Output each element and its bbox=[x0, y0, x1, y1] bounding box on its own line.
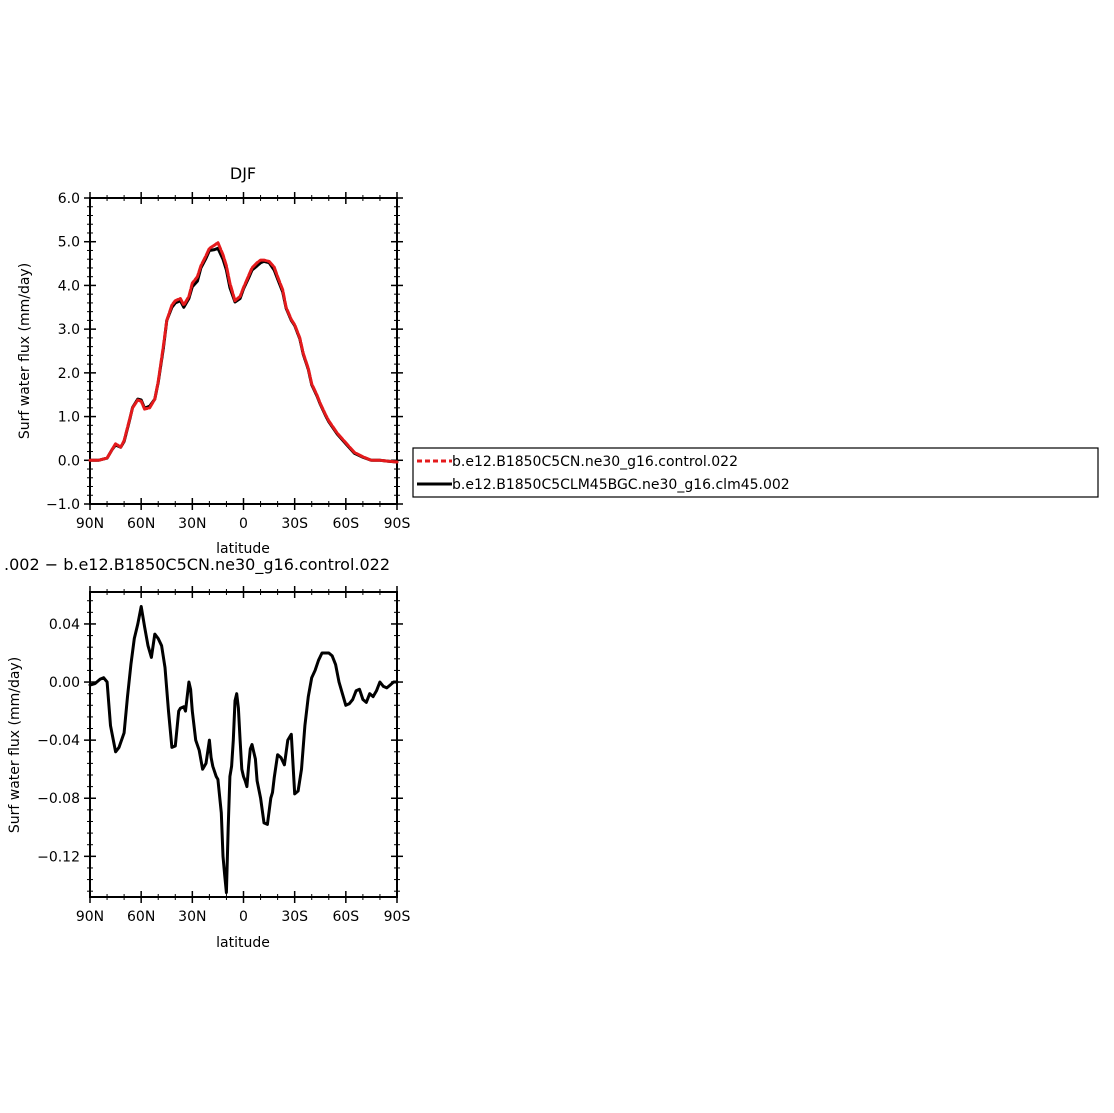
series-line-0-0 bbox=[88, 241, 399, 464]
legend-box bbox=[412, 447, 1099, 498]
y-tick-label: 2.0 bbox=[58, 366, 80, 382]
y-tick-label: 6.0 bbox=[58, 191, 80, 207]
bottom-x-axis-title: latitude bbox=[216, 935, 270, 951]
y-tick-label: −0.12 bbox=[37, 849, 80, 865]
y-tick-label: 0.00 bbox=[49, 675, 80, 691]
x-tick-label: 30N bbox=[178, 516, 206, 532]
x-tick-label: 60S bbox=[332, 516, 359, 532]
bottom-title: .002 − b.e12.B1850C5CN.ne30_g16.control.… bbox=[4, 555, 390, 575]
series-line-1-0 bbox=[88, 605, 399, 895]
x-tick-label: 60N bbox=[127, 909, 155, 925]
x-tick-label: 90N bbox=[76, 909, 104, 925]
bottom-x-ticks: 90N 60N 30N 0 30S 60S 90S bbox=[76, 586, 411, 925]
y-tick-label: 3.0 bbox=[58, 322, 80, 338]
y-tick-label: 4.0 bbox=[58, 278, 80, 294]
legend: b.e12.B1850C5CN.ne30_g16.control.022 b.e… bbox=[412, 447, 1099, 498]
x-tick-label: 90S bbox=[384, 516, 411, 532]
legend-entry-clm45: b.e12.B1850C5CLM45BGC.ne30_g16.clm45.002 bbox=[452, 477, 790, 493]
y-tick-label: 1.0 bbox=[58, 410, 80, 426]
x-tick-label: 30S bbox=[281, 909, 308, 925]
bottom-panel: .002 − b.e12.B1850C5CN.ne30_g16.control.… bbox=[4, 555, 410, 951]
y-tick-label: −0.04 bbox=[37, 733, 80, 749]
top-x-axis-title: latitude bbox=[216, 541, 270, 557]
legend-entry-control: b.e12.B1850C5CN.ne30_g16.control.022 bbox=[452, 454, 738, 470]
top-x-ticks: 90N 60N 30N 0 30S 60S 90S bbox=[76, 192, 411, 532]
series-line-0-1 bbox=[88, 246, 399, 464]
y-tick-label: −0.08 bbox=[37, 791, 80, 807]
bottom-y-ticks: 0.04 0.00 −0.04 −0.08 −0.12 bbox=[37, 600, 403, 892]
x-tick-label: 0 bbox=[239, 516, 248, 532]
bottom-y-axis-title: Surf water flux (mm/day) bbox=[7, 657, 23, 833]
y-tick-label: 5.0 bbox=[58, 235, 80, 251]
top-panel: DJF −1.0 0.0 1.0 2.0 3.0 4.0 5.0 6.0 90N 60N 30N 0… bbox=[17, 164, 410, 557]
x-tick-label: 60N bbox=[127, 516, 155, 532]
x-tick-label: 90N bbox=[76, 516, 104, 532]
bottom-plot-frame bbox=[89, 591, 398, 898]
x-tick-label: 30N bbox=[178, 909, 206, 925]
x-tick-label: 60S bbox=[332, 909, 359, 925]
y-tick-label: −1.0 bbox=[46, 497, 80, 513]
top-series-lines bbox=[88, 241, 399, 464]
x-tick-label: 90S bbox=[384, 909, 411, 925]
top-title: DJF bbox=[230, 164, 256, 183]
bottom-series-line bbox=[88, 605, 399, 895]
top-y-axis-title: Surf water flux (mm/day) bbox=[17, 263, 33, 439]
top-y-ticks: −1.0 0.0 1.0 2.0 3.0 4.0 5.0 6.0 bbox=[46, 191, 403, 513]
y-tick-label: 0.0 bbox=[58, 453, 80, 469]
y-tick-label: 0.04 bbox=[49, 617, 80, 633]
top-plot-frame bbox=[89, 197, 398, 505]
x-tick-label: 30S bbox=[281, 516, 308, 532]
x-tick-label: 0 bbox=[239, 909, 248, 925]
